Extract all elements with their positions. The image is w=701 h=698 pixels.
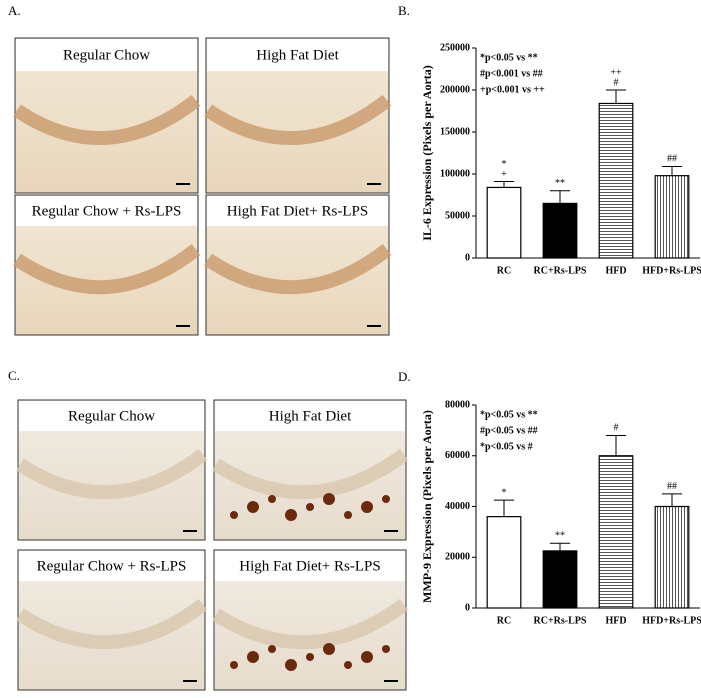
significance-mark: ## — [667, 154, 677, 165]
micrograph-title: High Fat Diet+ Rs-LPS — [227, 203, 368, 219]
stain-spot — [361, 651, 373, 663]
bar — [542, 550, 578, 609]
y-tick-label: 60000 — [445, 450, 470, 461]
bar — [486, 186, 522, 259]
micrograph-header — [19, 401, 204, 431]
bar — [598, 455, 634, 609]
panel-label: C. — [8, 368, 20, 383]
y-tick-label: 0 — [465, 252, 470, 263]
stain-spot — [247, 501, 259, 513]
x-tick-label: RC — [497, 615, 511, 626]
micrograph-header — [207, 196, 388, 226]
significance-mark: ++ — [610, 67, 622, 78]
stain-spot — [323, 493, 335, 505]
micrograph-header — [215, 401, 405, 431]
micrograph-header — [16, 39, 197, 71]
y-tick-label: 250000 — [440, 42, 470, 53]
significance-mark: ** — [555, 531, 565, 542]
stain-spot — [306, 503, 314, 511]
y-axis-label: IL-6 Expression (Pixels per Aorta) — [420, 65, 434, 241]
x-tick-label: HFD — [605, 265, 626, 276]
stain-spot — [285, 509, 297, 521]
tissue-band — [204, 243, 392, 295]
micrograph-title: High Fat Diet — [256, 47, 339, 63]
tissue-band — [13, 243, 201, 295]
y-axis-label: MMP-9 Expression (Pixels per Aorta) — [420, 410, 434, 603]
panel-label: B. — [398, 3, 410, 18]
legend-line: *p<0.05 vs ** — [480, 409, 538, 420]
bar — [542, 202, 578, 259]
stain-spot — [268, 495, 276, 503]
significance-mark: * — [502, 159, 507, 170]
micrograph-title: High Fat Diet — [269, 408, 352, 424]
stain-spot — [382, 645, 390, 653]
stain-spot — [382, 495, 390, 503]
tissue-band — [212, 598, 409, 650]
stain-spot — [268, 645, 276, 653]
stain-spot — [306, 653, 314, 661]
y-tick-label: 80000 — [445, 399, 470, 410]
legend-line: #p<0.001 vs ## — [480, 68, 543, 79]
micrograph-header — [215, 551, 405, 581]
significance-mark: * — [502, 487, 507, 498]
micrograph-title: Regular Chow — [68, 408, 155, 424]
significance-mark: ** — [555, 178, 565, 189]
y-tick-label: 50000 — [445, 210, 470, 221]
bar — [654, 505, 690, 609]
legend-line: *p<0.05 vs # — [480, 441, 533, 452]
bar — [486, 516, 522, 609]
tissue-band — [212, 448, 409, 500]
y-tick-label: 40000 — [445, 501, 470, 512]
stain-spot — [285, 659, 297, 671]
stain-spot — [361, 501, 373, 513]
micrograph-title: Regular Chow — [63, 47, 150, 63]
y-tick-label: 0 — [465, 602, 470, 613]
x-tick-label: RC+Rs-LPS — [534, 615, 587, 626]
significance-mark: # — [614, 77, 619, 88]
x-tick-label: RC+Rs-LPS — [534, 265, 587, 276]
bar — [598, 102, 634, 259]
y-tick-label: 100000 — [440, 168, 470, 179]
micrograph-title: Regular Chow + Rs-LPS — [32, 203, 182, 219]
micrograph-title: Regular Chow + Rs-LPS — [37, 558, 187, 574]
panel-label: A. — [8, 3, 21, 18]
significance-mark: # — [614, 423, 619, 434]
tissue-band — [13, 94, 201, 146]
x-tick-label: HFD — [605, 615, 626, 626]
x-tick-label: HFD+Rs-LPS — [642, 615, 701, 626]
stain-spot — [323, 643, 335, 655]
significance-mark: ## — [667, 481, 677, 492]
panel-label: D. — [398, 369, 411, 384]
stain-spot — [344, 661, 352, 669]
y-tick-label: 150000 — [440, 126, 470, 137]
micrograph-header — [207, 39, 388, 71]
legend-line: #p<0.05 vs ## — [480, 425, 538, 436]
micrograph-header — [19, 551, 204, 581]
tissue-band — [16, 598, 208, 650]
tissue-band — [16, 448, 208, 500]
bar — [654, 175, 690, 259]
stain-spot — [230, 661, 238, 669]
tissue-band — [204, 94, 392, 146]
micrograph-header — [16, 196, 197, 226]
legend-line: *p<0.05 vs ** — [480, 52, 538, 63]
x-tick-label: RC — [497, 265, 511, 276]
significance-mark: + — [501, 169, 507, 180]
micrograph-title: High Fat Diet+ Rs-LPS — [239, 558, 380, 574]
x-tick-label: HFD+Rs-LPS — [642, 265, 701, 276]
y-tick-label: 20000 — [445, 552, 470, 563]
stain-spot — [344, 511, 352, 519]
stain-spot — [230, 511, 238, 519]
legend-line: +p<0.001 vs ++ — [480, 84, 545, 95]
stain-spot — [247, 651, 259, 663]
y-tick-label: 200000 — [440, 84, 470, 95]
